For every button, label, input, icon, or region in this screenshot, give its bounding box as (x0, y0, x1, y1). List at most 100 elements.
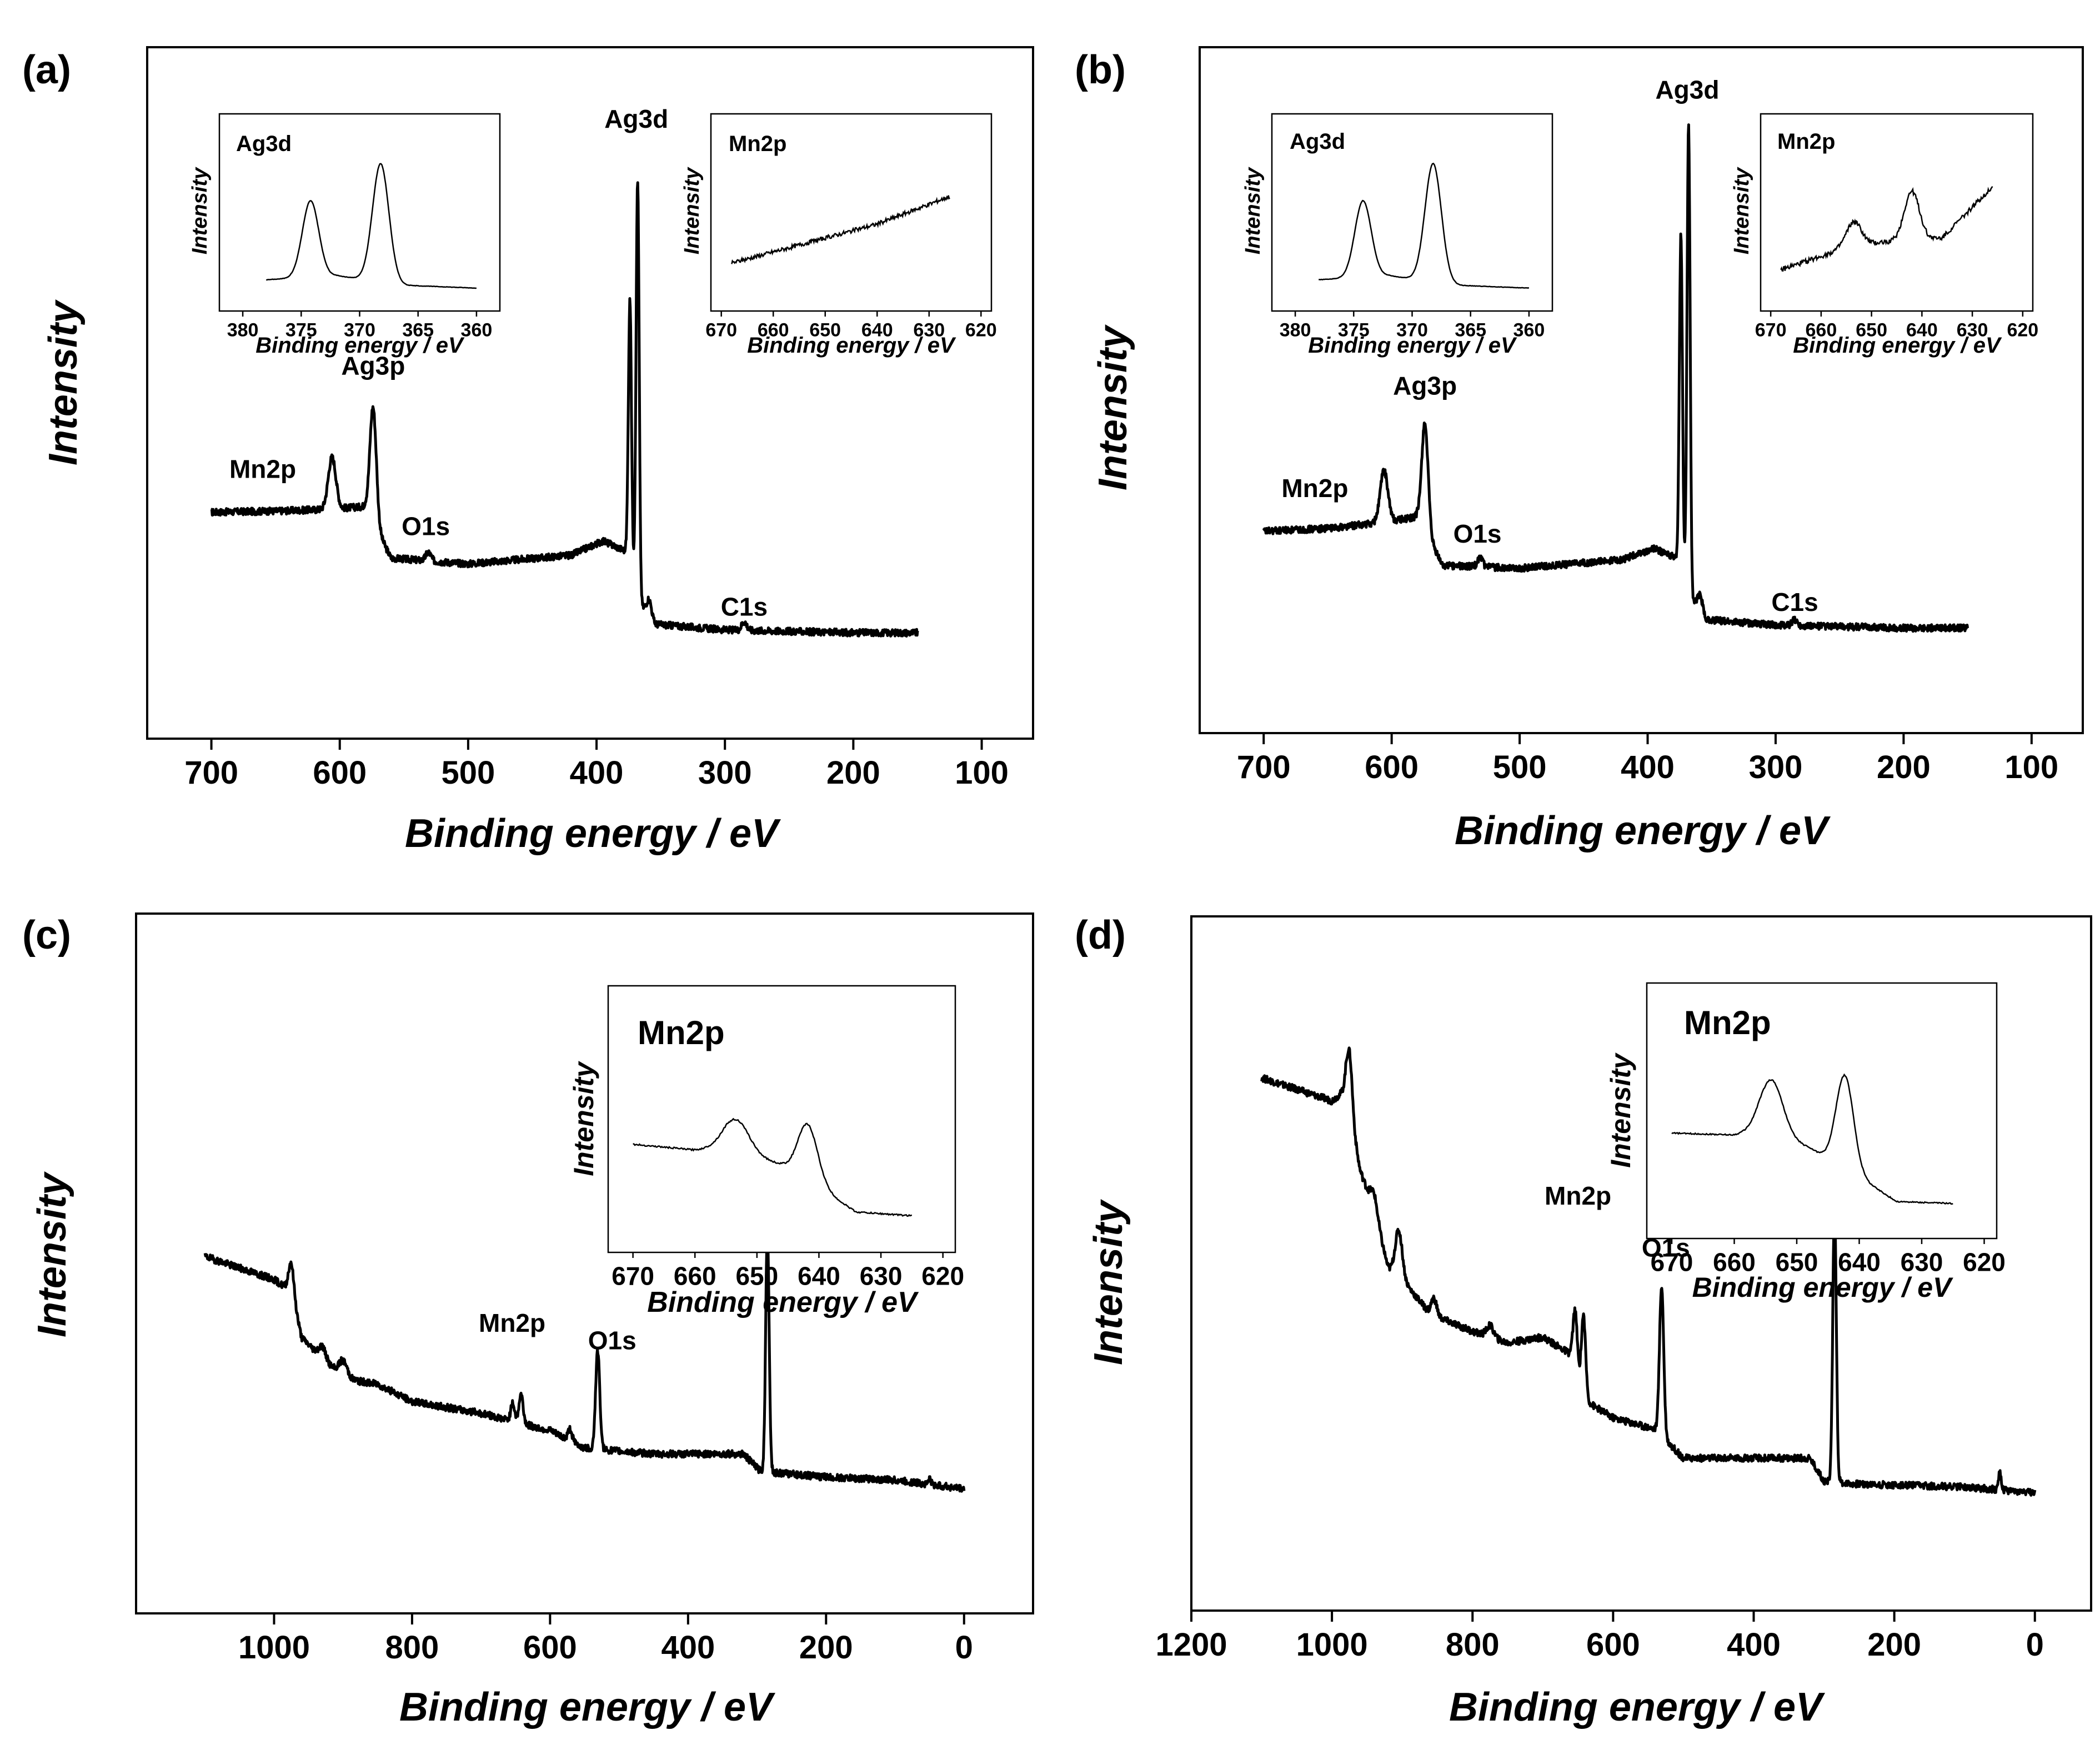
inset-a-mn2p: 670 660 650 640 630 620 Mn2p Binding energy /… (680, 113, 997, 358)
x-axis-b-tick-label-600: 600 (1365, 749, 1419, 785)
x-axis-label-c: Binding energy / eV (399, 1685, 776, 1729)
x-tick-labels-b: 700 600 500 400 300 200 100 (1237, 749, 2058, 785)
y-axis-label-c: Intensity (30, 1171, 74, 1337)
peak-label-b-o1s: O1s (1454, 519, 1502, 548)
x-axis-c-tick-label-800: 800 (385, 1629, 439, 1666)
inset-c-mn2p-tick-label-620: 620 (921, 1261, 964, 1290)
x-axis-a-tick-label-100: 100 (955, 755, 1009, 791)
x-axis-label-b: Binding energy / eV (1455, 809, 1831, 853)
x-ticks-a (210, 739, 983, 750)
inset-spectrum-a-ag3d (266, 163, 477, 289)
inset-b-mn2p-tick-label-670: 670 (1755, 320, 1787, 341)
inset-a-mn2p-tick-label-630: 630 (913, 320, 945, 341)
inset-y-label-a-mn2p: Intensity (680, 167, 704, 254)
x-axis-d-tick-label-400: 400 (1727, 1627, 1781, 1663)
inset-x-tick-labels-a-ag3d: 380 375 370 365 360 (227, 320, 493, 341)
peak-label-d-mn2p: Mn2p (1545, 1181, 1611, 1210)
inset-a-ag3d-tick-label-365: 365 (402, 320, 434, 341)
inset-x-ticks-b-mn2p (1770, 311, 2024, 317)
x-axis-label-d: Binding energy / eV (1449, 1685, 1826, 1729)
panel-label-b: (b) (1075, 48, 1126, 92)
inset-x-tick-labels-b-mn2p: 670 660 650 640 630 620 (1755, 320, 2038, 341)
inset-frame-d-mn2p (1646, 982, 1998, 1240)
inset-x-label-b-ag3d: Binding energy / eV (1308, 333, 1517, 358)
inset-c-mn2p: 670 660 650 640 630 620 Mn2p Binding energy /… (568, 985, 964, 1318)
x-axis-a-tick-label-700: 700 (184, 755, 238, 791)
inset-a-mn2p-tick-label-670: 670 (705, 320, 737, 341)
x-axis-label-a: Binding energy / eV (405, 811, 781, 856)
peak-annotations-a: Mn2p Ag3p O1s Ag3d C1s (229, 104, 768, 621)
inset-title-b-ag3d: Ag3d (1290, 129, 1345, 154)
inset-x-label-a-mn2p: Binding energy / eV (747, 333, 956, 358)
x-axis-b-tick-label-500: 500 (1493, 749, 1547, 785)
x-ticks-b (1262, 733, 2033, 744)
inset-x-tick-labels-d-mn2p: 670 660 650 640 630 620 (1651, 1247, 2006, 1276)
inset-x-label-a-ag3d: Binding energy / eV (255, 333, 465, 358)
inset-b-mn2p-tick-label-630: 630 (1957, 320, 1988, 341)
inset-d-mn2p-tick-label-670: 670 (1651, 1247, 1693, 1276)
inset-x-ticks-b-ag3d (1294, 311, 1530, 317)
inset-title-d-mn2p: Mn2p (1684, 1004, 1771, 1041)
inset-y-label-b-mn2p: Intensity (1730, 167, 1753, 254)
peak-label-c-mn2p: Mn2p (479, 1308, 545, 1337)
x-tick-labels-c: 1000 800 600 400 200 0 (238, 1629, 973, 1666)
plot-frame-c (135, 912, 1034, 1614)
inset-frame-a-ag3d (218, 113, 501, 312)
panel-label-c: (c) (22, 913, 71, 957)
inset-a-ag3d-tick-label-360: 360 (461, 320, 493, 341)
inset-x-tick-labels-c-mn2p: 670 660 650 640 630 620 (612, 1261, 964, 1290)
y-axis-label-d: Intensity (1086, 1199, 1131, 1365)
inset-d-mn2p-tick-label-660: 660 (1713, 1247, 1756, 1276)
plot-frame-a (146, 46, 1034, 740)
x-axis-d-tick-label-600: 600 (1586, 1627, 1640, 1663)
peak-label-a-ag3d: Ag3d (604, 104, 668, 133)
inset-spectrum-b-mn2p (1780, 186, 1993, 272)
inset-d-mn2p-tick-label-640: 640 (1838, 1247, 1881, 1276)
panel-a: (a) 700 600 500 400 300 200 100 Mn2p Ag3p O1s Ag3… (22, 46, 1034, 856)
inset-frame-b-mn2p (1760, 113, 2034, 312)
peak-label-a-o1s: O1s (402, 512, 450, 541)
inset-y-label-d-mn2p: Intensity (1605, 1052, 1636, 1168)
inset-a-ag3d: 380 375 370 365 360 Ag3d Binding energy / eV… (188, 113, 501, 358)
inset-x-label-d-mn2p: Binding energy / eV (1692, 1272, 1953, 1303)
peak-label-a-ag3p: Ag3p (341, 351, 405, 380)
inset-spectrum-a-mn2p (731, 195, 950, 264)
x-ticks-d (1190, 1611, 2036, 1622)
inset-a-ag3d-tick-label-380: 380 (227, 320, 259, 341)
inset-title-b-mn2p: Mn2p (1777, 129, 1835, 154)
inset-b-ag3d: 380 375 370 365 360 Ag3d Binding energy / eV… (1241, 113, 1553, 358)
plot-frame-b (1199, 46, 2084, 734)
inset-title-a-ag3d: Ag3d (236, 132, 292, 156)
inset-c-mn2p-tick-label-640: 640 (798, 1261, 840, 1290)
inset-title-c-mn2p: Mn2p (638, 1014, 725, 1051)
inset-frame-c-mn2p (607, 985, 956, 1253)
x-axis-b-tick-label-100: 100 (2004, 749, 2058, 785)
peak-label-b-ag3p: Ag3p (1393, 372, 1457, 400)
inset-d-mn2p-tick-label-620: 620 (1963, 1247, 2006, 1276)
inset-frame-a-mn2p (710, 113, 993, 312)
inset-a-ag3d-tick-label-375: 375 (285, 320, 317, 341)
spectrum-line-c (203, 1230, 966, 1493)
inset-c-mn2p-tick-label-650: 650 (735, 1261, 778, 1290)
x-axis-c-tick-label-1000: 1000 (238, 1629, 310, 1666)
inset-x-ticks-d-mn2p (1671, 1238, 1985, 1244)
inset-a-mn2p-tick-label-650: 650 (809, 320, 841, 341)
peak-label-b-ag3d: Ag3d (1655, 76, 1719, 104)
x-axis-c-tick-label-200: 200 (799, 1629, 853, 1666)
x-axis-a-tick-label-200: 200 (826, 755, 880, 791)
spectrum-line-d (1260, 1046, 2037, 1497)
x-axis-a-tick-label-500: 500 (442, 755, 495, 791)
inset-a-ag3d-tick-label-370: 370 (344, 320, 375, 341)
spectrum-line-a (210, 181, 919, 638)
x-axis-b-tick-label-200: 200 (1877, 749, 1931, 785)
inset-spectrum-c-mn2p (633, 1117, 913, 1217)
inset-c-mn2p-tick-label-670: 670 (612, 1261, 654, 1290)
x-axis-c-tick-label-0: 0 (955, 1629, 973, 1666)
inset-d-mn2p-tick-label-650: 650 (1776, 1247, 1818, 1276)
x-ticks-c (273, 1613, 965, 1624)
x-axis-d-tick-label-1200: 1200 (1155, 1627, 1227, 1663)
x-axis-d-tick-label-800: 800 (1446, 1627, 1500, 1663)
